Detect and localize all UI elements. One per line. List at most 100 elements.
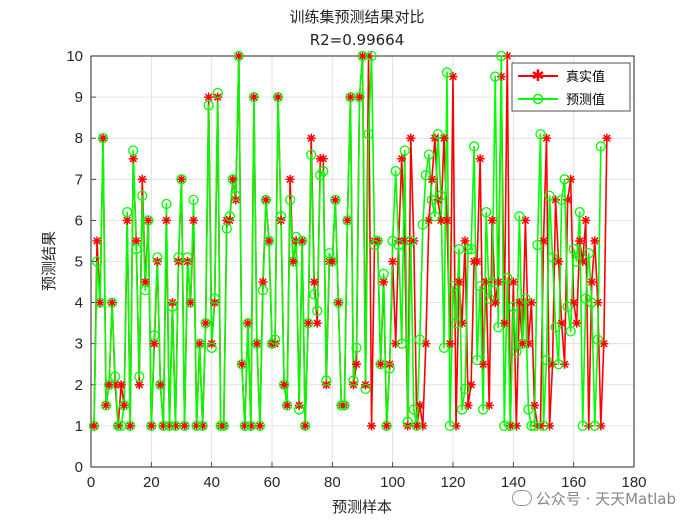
point-true: [354, 92, 364, 102]
point-true: [285, 174, 295, 184]
legend-label-pred: 预测值: [566, 92, 605, 108]
x-tick-label: 60: [264, 474, 281, 491]
point-pred: [227, 174, 238, 185]
point-true: [122, 215, 132, 225]
point-true-stroke: [476, 154, 484, 163]
y-tick-label: 9: [75, 89, 83, 106]
x-axis-label: 预测样本: [332, 498, 392, 516]
point-true-stroke: [117, 381, 125, 389]
point-true-stroke: [376, 360, 385, 369]
point-pred: [423, 149, 435, 160]
point-pred: [568, 244, 579, 255]
point-pred: [574, 207, 585, 218]
x-tick-label: 40: [203, 474, 220, 491]
point-true-stroke: [410, 237, 418, 245]
point-true-stroke: [189, 216, 198, 225]
point-pred: [363, 128, 374, 140]
point-true: [303, 318, 313, 328]
point-pred: [420, 170, 432, 181]
point-pred: [447, 281, 459, 292]
point-pred: [583, 248, 594, 259]
point-true-stroke: [397, 154, 406, 163]
point-pred: [523, 404, 534, 415]
point-true: [342, 215, 352, 225]
point-true-stroke: [328, 257, 337, 266]
point-true: [143, 215, 153, 225]
point-pred: [167, 301, 178, 312]
point-pred: [303, 317, 314, 329]
point-true-stroke: [150, 339, 159, 348]
point-pred: [91, 256, 103, 267]
point-true: [379, 277, 389, 287]
point-true-stroke: [120, 401, 128, 410]
point-true-stroke: [186, 298, 195, 307]
point-pred: [456, 404, 468, 415]
point-true: [204, 92, 214, 102]
point-pred: [185, 297, 196, 308]
point-pred: [182, 252, 193, 263]
point-true-stroke: [204, 93, 213, 101]
point-true: [134, 380, 144, 390]
point-true-stroke: [132, 237, 141, 245]
y-tick-label: 6: [75, 212, 83, 229]
point-true: [137, 174, 147, 184]
y-tick-label: 4: [75, 295, 83, 312]
point-true: [472, 257, 482, 266]
x-tick-label: 160: [561, 474, 586, 491]
point-true: [602, 133, 612, 143]
y-tick-label: 8: [75, 130, 83, 147]
point-pred: [459, 383, 471, 395]
point-pred: [284, 194, 296, 206]
point-pred: [336, 400, 347, 411]
point-true-stroke: [274, 93, 282, 101]
point-pred: [206, 342, 217, 353]
point-pred: [595, 141, 606, 152]
point-pred: [97, 133, 109, 144]
point-true: [460, 236, 470, 246]
point-pred: [366, 50, 377, 62]
point-pred: [236, 359, 247, 370]
point-true-stroke: [352, 360, 361, 369]
point-pred: [278, 379, 290, 390]
legend-label-true: 真实值: [566, 69, 605, 85]
point-true-stroke: [449, 72, 457, 81]
point-true: [116, 380, 126, 390]
legend: ✱ 真实值 预测值: [511, 62, 631, 112]
point-true-stroke: [587, 278, 596, 286]
point-pred: [342, 215, 353, 226]
point-true: [249, 92, 259, 102]
point-pred: [556, 194, 567, 206]
point-pred: [468, 141, 480, 152]
point-pred: [444, 420, 456, 432]
point-true: [333, 298, 343, 308]
point-pred: [462, 244, 474, 255]
point-pred: [565, 326, 576, 337]
series-layer: [88, 50, 612, 432]
point-pred: [218, 420, 229, 432]
point-pred: [348, 375, 359, 386]
point-pred: [505, 420, 516, 432]
point-pred: [212, 87, 223, 99]
point-pred: [143, 215, 154, 226]
point-true-stroke: [177, 175, 186, 184]
point-true-stroke: [195, 339, 204, 348]
point-pred: [137, 190, 148, 201]
point-pred: [88, 420, 100, 432]
point-true-stroke: [437, 216, 445, 225]
point-true: [309, 277, 319, 287]
point-pred: [559, 174, 570, 185]
x-tick-label: 100: [380, 474, 405, 491]
point-pred: [119, 400, 130, 411]
point-true-stroke: [581, 216, 590, 225]
x-tick-label: 0: [87, 474, 95, 491]
point-true-stroke: [235, 52, 243, 60]
point-true-stroke: [340, 401, 349, 410]
watermark-text: 公众号 · 天天Matlab: [535, 490, 676, 508]
point-true: [572, 318, 582, 328]
point-true: [345, 92, 355, 102]
point-pred: [487, 276, 498, 288]
point-pred: [224, 211, 235, 222]
point-true: [228, 174, 238, 184]
point-true-stroke: [301, 422, 309, 430]
point-true: [149, 339, 159, 349]
